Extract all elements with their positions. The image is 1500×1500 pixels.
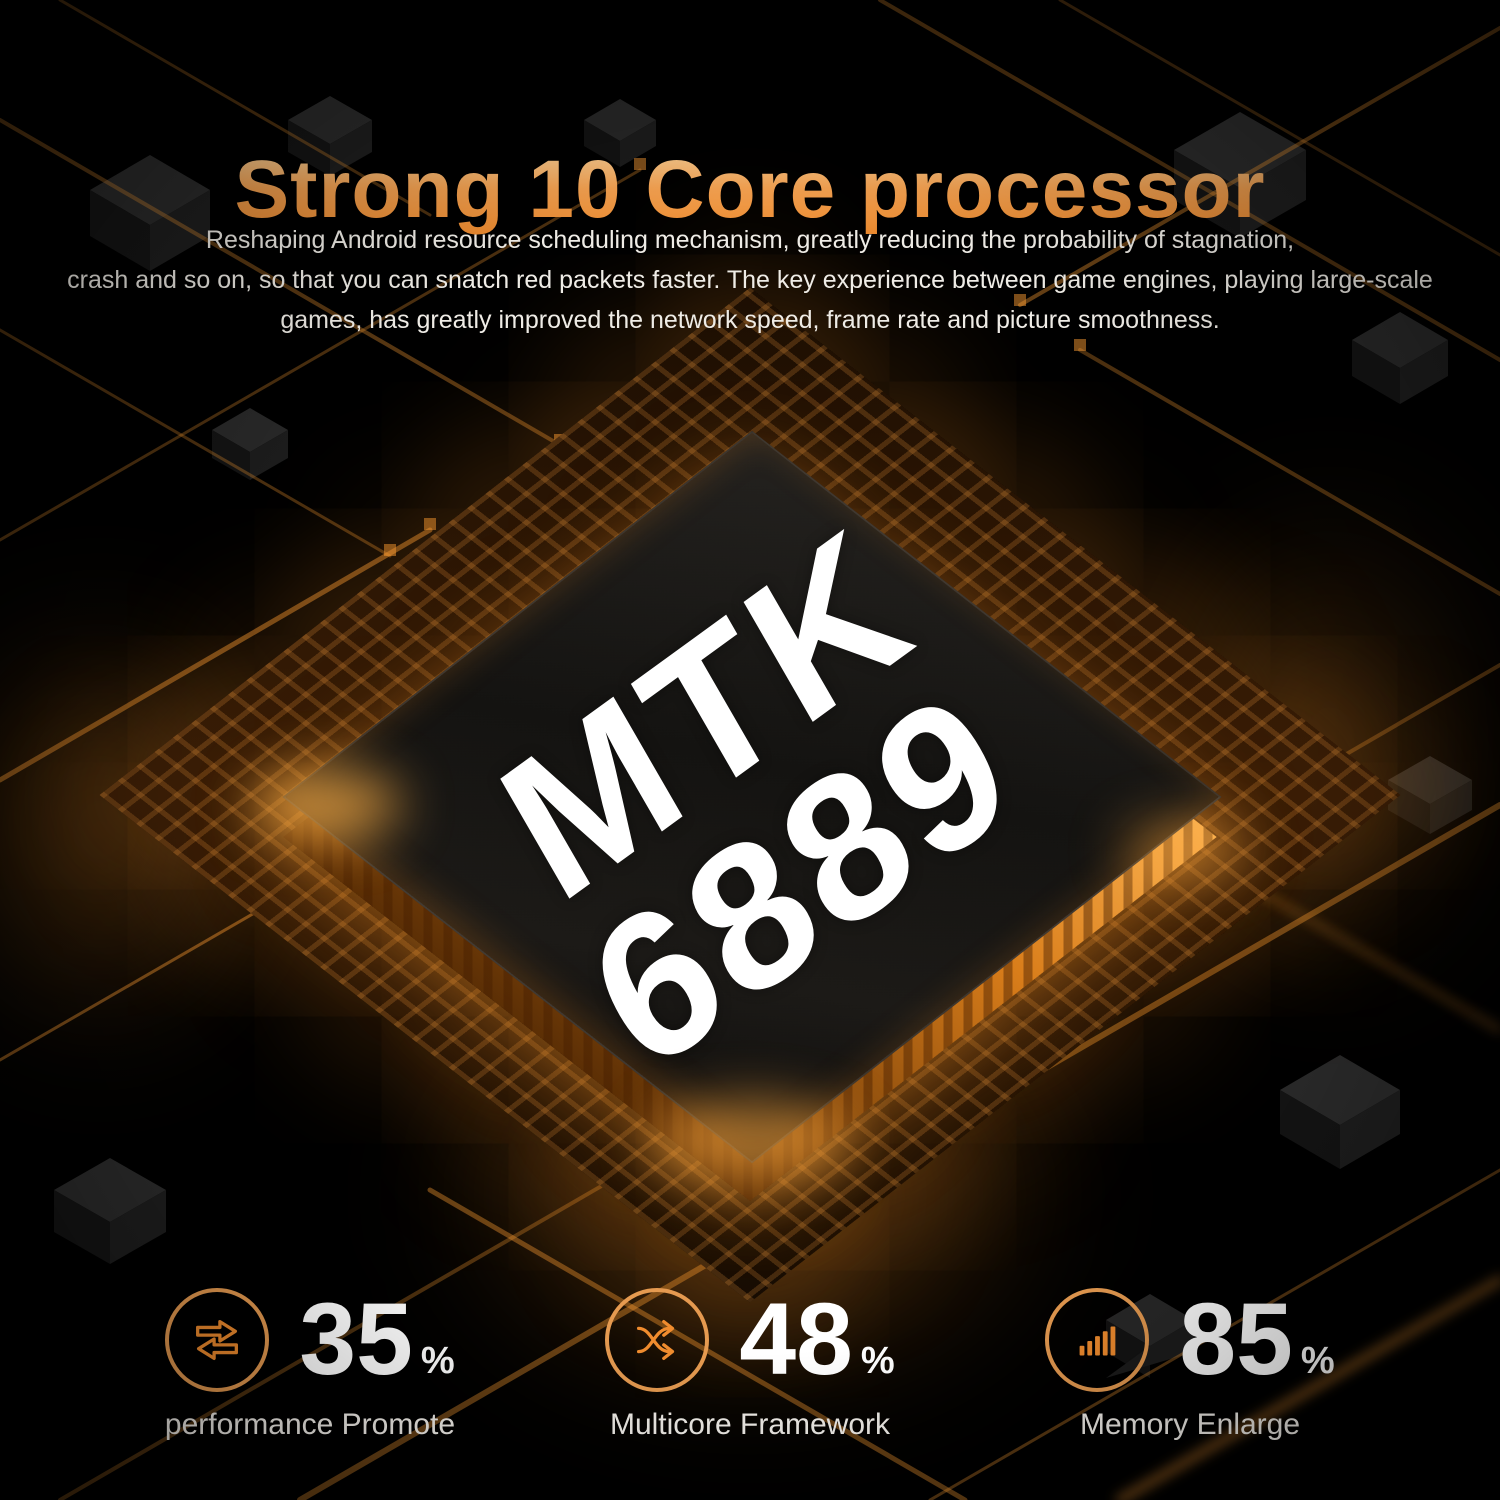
stat-unit: % — [1300, 1339, 1335, 1382]
stat-label: performance Promote — [164, 1408, 456, 1441]
page-description: Reshaping Android resource scheduling me… — [0, 220, 1500, 340]
shuffle-icon — [605, 1288, 710, 1392]
exchange-arrows-icon — [165, 1288, 270, 1392]
stat-value: 35 — [299, 1282, 413, 1397]
stats-row: 35 % performance Promote 48 % Multicore … — [0, 1288, 1500, 1442]
stat-label: Multicore Framework — [609, 1408, 891, 1441]
stat-value: 85 — [1179, 1282, 1293, 1397]
signal-bars-icon — [1045, 1288, 1150, 1392]
stat-unit: % — [420, 1339, 455, 1382]
description-line: crash and so on, so that you can snatch … — [67, 266, 1433, 294]
description-line: Reshaping Android resource scheduling me… — [205, 226, 1295, 254]
description-line: games, has greatly improved the network … — [280, 306, 1220, 334]
stat-label: Memory Enlarge — [1079, 1408, 1301, 1441]
stat-performance: 35 % performance Promote — [130, 1288, 490, 1442]
stat-unit: % — [860, 1339, 895, 1382]
stat-multicore: 48 % Multicore Framework — [570, 1288, 930, 1442]
stat-value: 48 — [739, 1282, 853, 1397]
stat-memory: 85 % Memory Enlarge — [1010, 1288, 1370, 1442]
